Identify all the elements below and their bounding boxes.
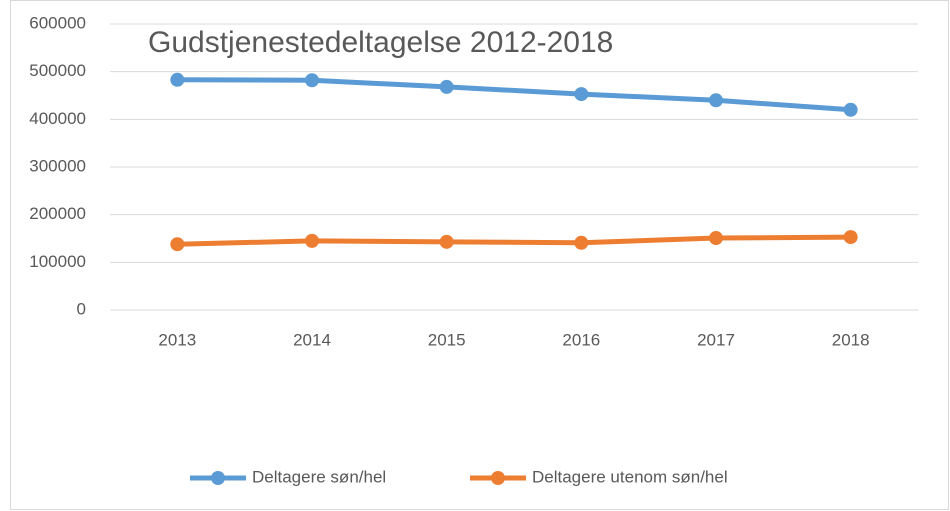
legend-marker <box>491 471 505 485</box>
point <box>709 231 723 246</box>
legend-label: Deltagere søn/hel <box>252 467 386 486</box>
y-tick-label: 400000 <box>29 109 86 128</box>
point <box>305 73 319 88</box>
x-tick-label: 2016 <box>562 330 600 349</box>
point <box>439 79 454 94</box>
x-tick-label: 2013 <box>158 330 196 349</box>
point <box>170 237 185 252</box>
x-tick-label: 2017 <box>697 330 735 349</box>
point <box>574 87 589 102</box>
x-tick-label: 2018 <box>832 330 870 349</box>
y-tick-label: 500000 <box>29 61 86 80</box>
y-tick-label: 200000 <box>29 204 86 223</box>
point <box>709 93 723 108</box>
x-tick-label: 2014 <box>293 330 331 349</box>
y-tick-label: 0 <box>77 299 86 318</box>
legend-label: Deltagere utenom søn/hel <box>532 467 728 486</box>
y-tick-label: 300000 <box>29 156 86 175</box>
point <box>170 72 185 87</box>
series-line <box>174 234 854 247</box>
point <box>439 234 454 249</box>
point <box>305 233 319 248</box>
x-tick-label: 2015 <box>428 330 466 349</box>
chart-title: Gudstjenestedeltagelse 2012-2018 <box>148 26 613 59</box>
chart-frame <box>10 0 949 510</box>
point <box>843 230 858 245</box>
series-line <box>174 77 854 113</box>
y-tick-label: 100000 <box>29 252 86 271</box>
y-tick-label: 600000 <box>29 13 86 32</box>
point <box>843 102 858 117</box>
legend-marker <box>211 471 225 485</box>
point <box>574 235 589 250</box>
